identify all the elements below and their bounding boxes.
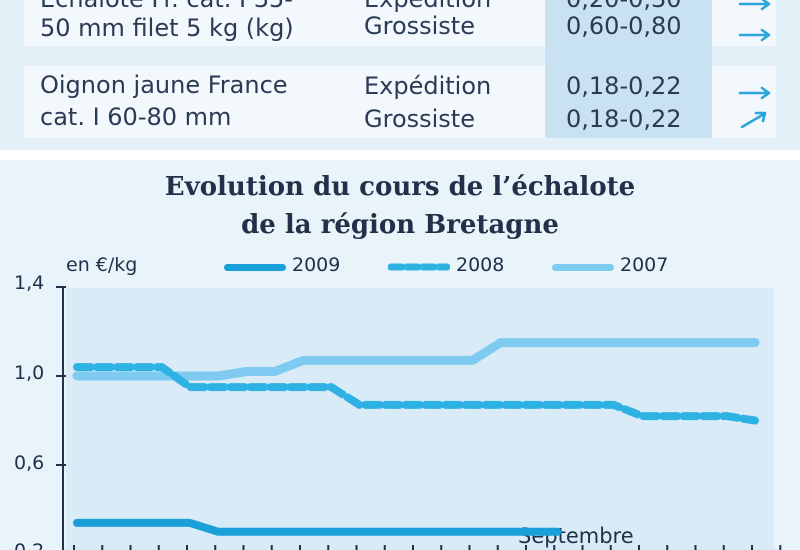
trend-stable-icon xyxy=(738,28,771,42)
series-line-2009 xyxy=(73,518,562,536)
price-range: 0,20-0,30 xyxy=(566,0,682,15)
trend-up-icon xyxy=(740,111,767,129)
trend-stable-icon xyxy=(738,86,771,100)
chart-subtitle: de la région Bretagne xyxy=(241,210,559,240)
product-name: 50 mm filet 5 kg (kg) xyxy=(40,14,294,42)
y-tick-label: 0,2 xyxy=(14,540,44,550)
market-stage: Grossiste xyxy=(364,12,475,40)
legend-label: 2009 xyxy=(292,254,341,276)
chart-title: Evolution du cours de l’échalote xyxy=(164,172,636,202)
market-stage: Expédition xyxy=(364,0,491,15)
market-stage: Expédition xyxy=(364,72,492,100)
legend-swatch xyxy=(388,263,450,271)
product-name: Echalote Fr. cat. I 35- xyxy=(40,0,293,15)
y-axis-unit: en €/kg xyxy=(66,254,138,276)
price-range: 0,18-0,22 xyxy=(566,72,682,100)
y-tick-label: 1,4 xyxy=(14,272,45,294)
product-name: Oignon jaune France xyxy=(40,71,288,99)
y-tick-label: 0,6 xyxy=(14,452,45,474)
legend-swatch xyxy=(552,264,614,271)
price-column xyxy=(545,0,712,138)
market-stage: Grossiste xyxy=(364,105,475,133)
price-range: 0,18-0,22 xyxy=(566,105,682,133)
series-line-2007 xyxy=(72,338,760,381)
legend-swatch xyxy=(224,264,286,271)
price-table: Echalote Fr. cat. I 35- 50 mm filet 5 kg… xyxy=(0,0,800,150)
legend-label: 2008 xyxy=(456,254,505,276)
legend-label: 2007 xyxy=(620,254,669,276)
price-range: 0,60-0,80 xyxy=(566,12,682,40)
chart-panel: Evolution du cours de l’échalote de la r… xyxy=(0,160,800,550)
product-name: cat. I 60-80 mm xyxy=(40,103,232,131)
y-tick-label: 1,0 xyxy=(14,362,45,384)
series-line-2008 xyxy=(73,363,759,425)
trend-stable-icon xyxy=(738,0,771,11)
